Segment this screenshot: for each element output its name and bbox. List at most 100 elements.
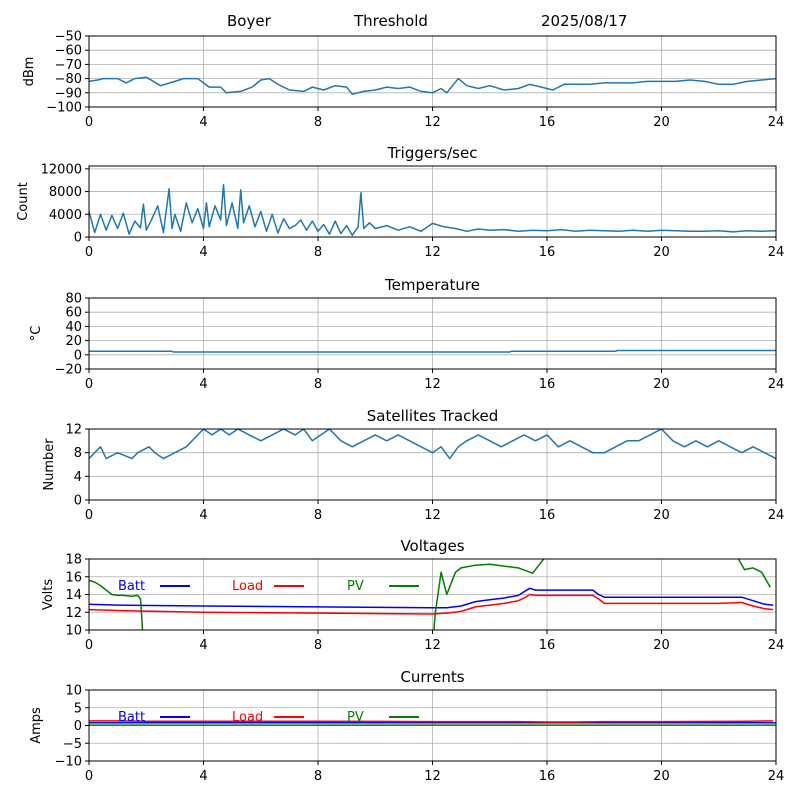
station-name: Boyer	[227, 12, 271, 30]
x-tick-label: 12	[424, 638, 441, 653]
chart-title: Temperature	[384, 276, 480, 294]
x-tick-label: 8	[314, 377, 322, 392]
y-tick-label: 10	[65, 684, 82, 699]
x-tick-label: 16	[539, 508, 556, 523]
x-tick-label: 8	[314, 115, 322, 130]
x-tick-label: 24	[768, 245, 785, 260]
y-tick-label: 20	[65, 334, 82, 349]
y-tick-label: 0	[74, 348, 82, 363]
x-tick-label: 20	[653, 377, 670, 392]
chart-title: Satellites Tracked	[367, 407, 498, 425]
x-tick-label: 8	[314, 508, 322, 523]
header-mode: Threshold	[354, 12, 428, 30]
x-tick-label: 24	[768, 115, 785, 130]
subplot-satellites: 0 4 8 12 16 20 24 0 4 8 12 Satellites Tracked Number	[42, 407, 784, 523]
x-tick-label: 12	[424, 115, 441, 130]
x-tick-label: 0	[85, 115, 93, 130]
y-axis-label: dBm	[22, 57, 37, 87]
y-tick-label: 80	[65, 292, 82, 307]
x-tick-label: 4	[199, 769, 207, 784]
x-tick-label: 20	[653, 245, 670, 260]
x-tick-label: 24	[768, 769, 785, 784]
y-tick-label: 0	[74, 494, 82, 509]
y-tick-label: 8000	[49, 185, 82, 200]
series-line-load	[89, 593, 774, 615]
y-tick-label: 0	[74, 231, 82, 246]
y-tick-label: 4000	[49, 208, 82, 223]
subplot-triggers: 0 4 8 12 16 20 24 0 4000 8000 12000 Triggers/sec Cou…	[16, 144, 784, 260]
x-tick-label: 8	[314, 769, 322, 784]
series-line-temperature-0	[89, 349, 776, 353]
x-tick-label: 12	[424, 245, 441, 260]
x-tick-label: 0	[85, 508, 93, 523]
x-tick-label: 0	[85, 377, 93, 392]
x-tick-label: 16	[539, 769, 556, 784]
y-tick-label: 4	[74, 470, 82, 485]
y-tick-label: 18	[65, 553, 82, 568]
x-tick-label: 24	[768, 377, 785, 392]
x-tick-label: 20	[653, 638, 670, 653]
x-tick-label: 20	[653, 769, 670, 784]
chart-title: Currents	[400, 668, 464, 686]
x-tick-label: 16	[539, 115, 556, 130]
y-tick-label: −50	[55, 30, 82, 45]
y-tick-label: 16	[65, 570, 82, 585]
x-tick-label: 12	[424, 508, 441, 523]
y-tick-label: −70	[55, 58, 82, 73]
legend-label-load: Load	[232, 579, 263, 594]
series-line-pv	[89, 559, 771, 630]
chart-title: Voltages	[400, 537, 464, 555]
y-tick-label: −10	[55, 755, 82, 770]
legend-label-batt: Batt	[118, 710, 145, 725]
legend-label-load: Load	[232, 710, 263, 725]
x-tick-label: 4	[199, 377, 207, 392]
y-tick-label: 12000	[41, 162, 82, 177]
x-tick-label: 8	[314, 638, 322, 653]
series-line-satellites-0	[89, 429, 776, 460]
x-tick-label: 12	[424, 769, 441, 784]
x-tick-label: 12	[424, 377, 441, 392]
legend-label-pv: PV	[347, 710, 364, 725]
y-tick-label: −20	[55, 363, 82, 378]
legend-label-batt: Batt	[118, 579, 145, 594]
y-tick-label: −80	[55, 72, 82, 87]
x-tick-label: 4	[199, 638, 207, 653]
series-line-rssi-0	[89, 76, 776, 95]
y-tick-label: −100	[46, 101, 82, 116]
x-tick-label: 4	[199, 245, 207, 260]
subplot-currents: 0 4 8 12 16 20 24 −10 −5 0 5 10 Currents Amps Batt Load…	[29, 668, 784, 784]
x-tick-label: 24	[768, 508, 785, 523]
x-tick-label: 4	[199, 508, 207, 523]
y-tick-label: −60	[55, 44, 82, 59]
subplot-voltages: 0 4 8 12 16 20 24 10 12 14 16 18 Voltages Volts Batt Lo…	[41, 537, 784, 653]
x-tick-label: 4	[199, 115, 207, 130]
chart-title: Triggers/sec	[387, 144, 478, 162]
x-tick-label: 20	[653, 115, 670, 130]
x-tick-label: 0	[85, 769, 93, 784]
x-tick-label: 20	[653, 508, 670, 523]
y-tick-label: 12	[65, 423, 82, 438]
y-tick-label: 12	[65, 606, 82, 621]
header-date: 2025/08/17	[541, 12, 628, 30]
y-tick-label: 0	[74, 719, 82, 734]
y-tick-label: 8	[74, 446, 82, 461]
y-axis-label: °C	[29, 326, 44, 342]
y-axis-label: Amps	[29, 707, 44, 744]
y-tick-label: 14	[65, 588, 82, 603]
y-tick-label: −5	[63, 737, 82, 752]
subplot-rssi: 0 4 8 12 16 20 24 −100−90−80−70−60−50 dBm	[22, 30, 784, 131]
y-tick-label: −90	[55, 86, 82, 101]
y-tick-label: 10	[65, 624, 82, 639]
x-tick-label: 16	[539, 377, 556, 392]
x-tick-label: 24	[768, 638, 785, 653]
y-axis-label: Count	[16, 182, 31, 221]
x-tick-label: 0	[85, 638, 93, 653]
x-tick-label: 8	[314, 245, 322, 260]
x-tick-label: 0	[85, 245, 93, 260]
y-axis-label: Number	[42, 438, 57, 491]
y-axis-label: Volts	[41, 579, 56, 611]
y-tick-label: 5	[74, 701, 82, 716]
x-tick-label: 16	[539, 245, 556, 260]
